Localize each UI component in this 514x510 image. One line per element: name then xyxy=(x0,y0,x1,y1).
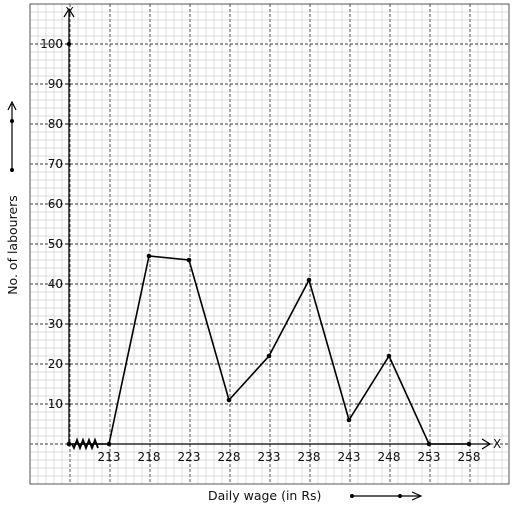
data-point xyxy=(146,253,152,259)
y-tick-label: 100 xyxy=(40,37,63,51)
y-tick-label: 90 xyxy=(48,77,63,91)
series-line xyxy=(69,255,469,445)
y-tick-label: 50 xyxy=(48,237,63,251)
y-axis-title: No. of labourers xyxy=(5,195,20,295)
x-tick-label: 258 xyxy=(458,450,481,464)
y-direction-dot xyxy=(10,119,14,123)
x-tick-label: 238 xyxy=(298,450,321,464)
y-axis-arrowhead xyxy=(63,7,75,18)
data-point xyxy=(106,441,112,447)
x-tick-label: 223 xyxy=(178,450,201,464)
x-direction-arrowhead xyxy=(411,491,423,501)
data-point xyxy=(346,417,352,423)
y-tick-label: 30 xyxy=(48,317,63,331)
data-point xyxy=(66,441,72,447)
data-point xyxy=(426,441,432,447)
x-tick-label: 213 xyxy=(98,450,121,464)
series-group xyxy=(66,253,472,447)
x-direction-dot xyxy=(350,494,354,498)
plot-frame xyxy=(29,3,510,485)
y-tick-label: 60 xyxy=(48,197,63,211)
y-direction-dot xyxy=(10,168,14,172)
data-point xyxy=(306,277,312,283)
x-tick-label: 233 xyxy=(258,450,281,464)
data-point xyxy=(386,353,392,359)
y-tick-label: 80 xyxy=(48,117,63,131)
data-point xyxy=(186,257,192,263)
y-axis-letter: Y xyxy=(65,5,74,19)
x-tick-label: 248 xyxy=(378,450,401,464)
y-tick-label: 70 xyxy=(48,157,63,171)
axis-direction-arrows xyxy=(7,100,423,501)
x-axis-title: Daily wage (in Rs) xyxy=(208,488,321,503)
x-direction-dot xyxy=(398,494,402,498)
y-tick-label: 40 xyxy=(48,277,63,291)
data-point xyxy=(266,353,272,359)
tick-labels: 10 20 30 40 50 60 70 80 90 100 213 218 223 228 233 238 2… xyxy=(40,37,480,464)
data-point xyxy=(466,441,472,447)
x-axis-arrowhead xyxy=(481,438,492,450)
data-point xyxy=(226,397,232,403)
x-tick-label: 228 xyxy=(218,450,241,464)
x-tick-label: 218 xyxy=(138,450,161,464)
chart-axes xyxy=(63,7,492,450)
y-tick-label: 10 xyxy=(48,397,63,411)
x-tick-label: 253 xyxy=(418,450,441,464)
chart-grid xyxy=(29,3,510,485)
x-axis-letter: X xyxy=(493,437,501,451)
y-direction-arrowhead xyxy=(7,100,17,111)
x-tick-label: 243 xyxy=(338,450,361,464)
y-tick-label: 20 xyxy=(48,357,63,371)
